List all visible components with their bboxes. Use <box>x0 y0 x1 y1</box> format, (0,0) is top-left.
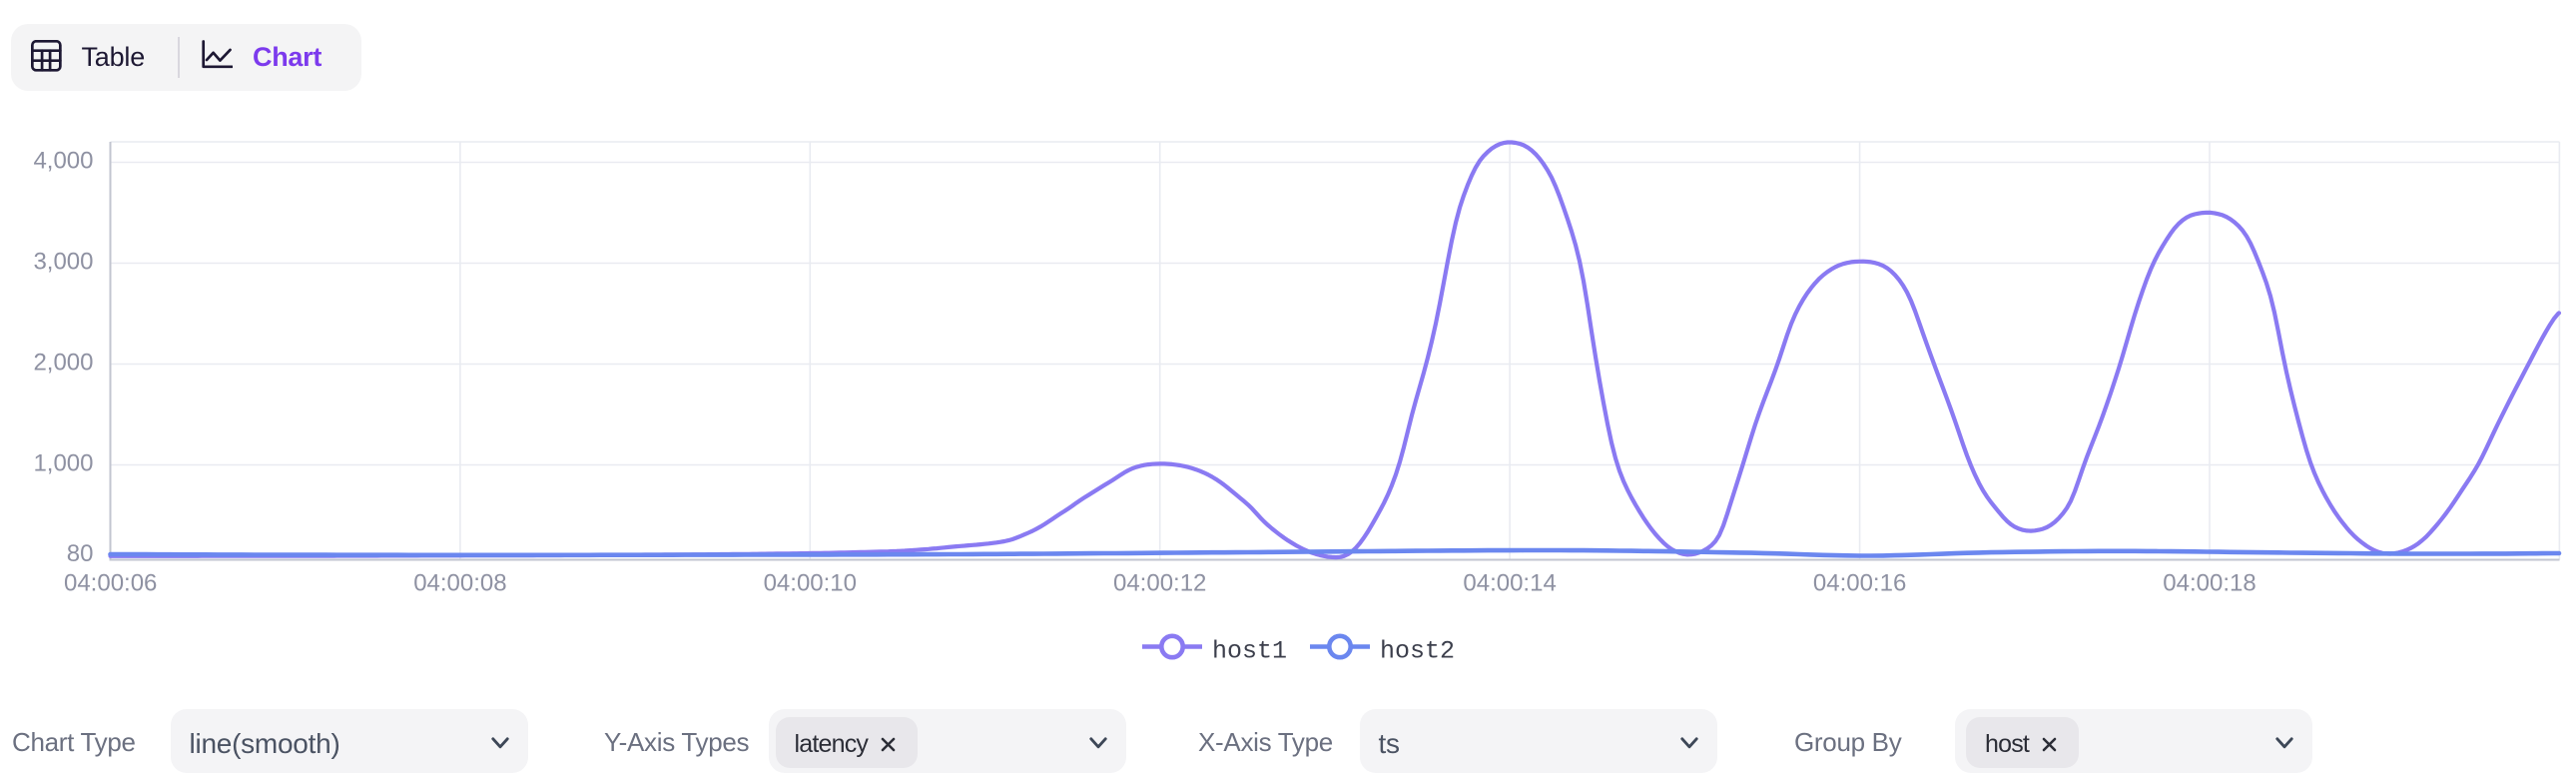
svg-text:1,000: 1,000 <box>33 449 93 476</box>
svg-text:4,000: 4,000 <box>33 147 93 174</box>
svg-text:04:00:06: 04:00:06 <box>64 570 157 597</box>
svg-text:host2: host2 <box>1380 636 1455 665</box>
svg-text:04:00:14: 04:00:14 <box>1463 570 1556 597</box>
svg-text:04:00:12: 04:00:12 <box>1113 570 1206 597</box>
svg-text:04:00:08: 04:00:08 <box>413 570 506 597</box>
svg-text:04:00:18: 04:00:18 <box>2163 570 2255 597</box>
svg-text:04:00:16: 04:00:16 <box>1813 570 1906 597</box>
svg-text:3,000: 3,000 <box>33 248 93 275</box>
svg-text:04:00:10: 04:00:10 <box>764 570 857 597</box>
svg-text:2,000: 2,000 <box>33 349 93 376</box>
svg-text:host1: host1 <box>1212 636 1287 665</box>
svg-text:80: 80 <box>67 540 94 567</box>
